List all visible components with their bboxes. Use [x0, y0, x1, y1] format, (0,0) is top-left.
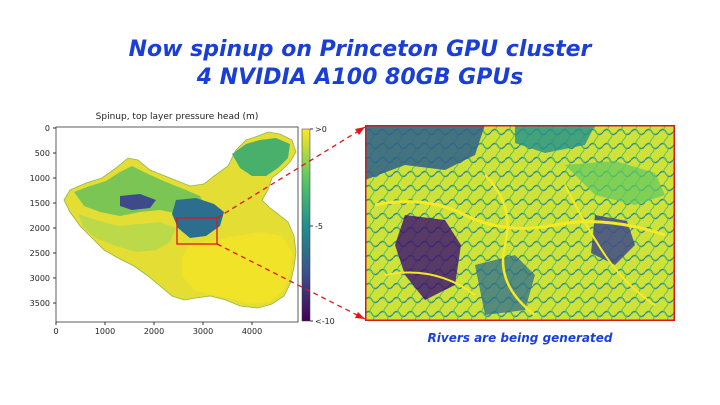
- y-tick-label: 1000: [30, 174, 50, 183]
- y-tick-label: 2500: [30, 249, 50, 258]
- colorbar-tick-label: >0: [315, 125, 327, 134]
- slide-title-line-1: Now spinup on Princeton GPU cluster: [128, 37, 592, 62]
- x-axis: 0 1000 2000 3000 4000: [53, 322, 262, 336]
- highlight-box: [176, 217, 218, 245]
- y-tick-label: 2000: [30, 224, 50, 233]
- caption: Rivers are being generated: [427, 331, 613, 345]
- northwest-region: [74, 166, 206, 216]
- y-tick-label: 1500: [30, 199, 50, 208]
- zoomed-rivers-image: [365, 125, 675, 325]
- slide-title: Now spinup on Princeton GPU cluster 4 NV…: [0, 36, 720, 92]
- x-tick-label: 1000: [95, 327, 115, 336]
- x-tick-label: 4000: [242, 327, 262, 336]
- x-tick-label: 3000: [193, 327, 213, 336]
- plateau-region: [78, 214, 176, 252]
- x-tick-label: 2000: [144, 327, 164, 336]
- dark-patch-2: [120, 194, 156, 210]
- y-tick-label: 500: [35, 149, 50, 158]
- colorbar: [301, 128, 311, 322]
- colorbar-tick-label: -5: [315, 222, 323, 231]
- x-tick-label: 0: [53, 327, 58, 336]
- y-tick-label: 0: [45, 124, 50, 133]
- pressure-head-map-figure: 0 500 1000 1500 2000 2500 3000 3500 0 10…: [30, 124, 335, 336]
- y-tick-label: 3500: [30, 299, 50, 308]
- y-tick-label: 3000: [30, 274, 50, 283]
- slide-title-line-2: 4 NVIDIA A100 80GB GPUs: [196, 65, 524, 90]
- plot-title: Spinup, top layer pressure head (m): [95, 112, 259, 122]
- colorbar-tick-label: <-10: [315, 317, 335, 326]
- y-axis: 0 500 1000 1500 2000 2500 3000 3500: [30, 124, 56, 308]
